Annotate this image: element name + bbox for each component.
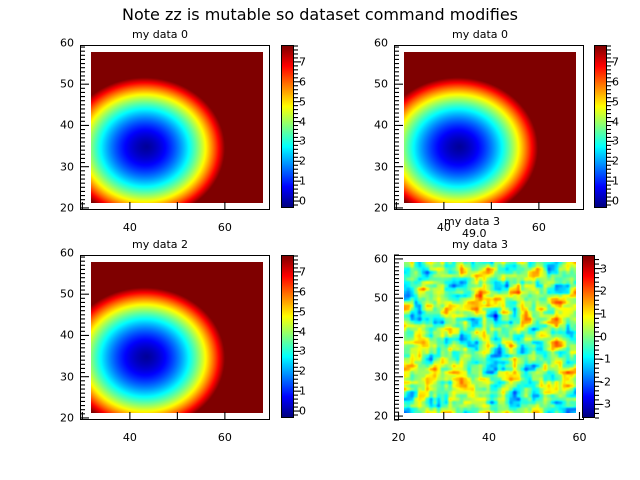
heatmap-image-top-left <box>91 52 263 203</box>
colorbar-tick-label: 2 <box>600 284 607 298</box>
colorbar-tick-label: 3 <box>299 344 306 358</box>
colorbar-tick-label: 1 <box>612 174 619 188</box>
colorbar-tick-label: 2 <box>612 154 619 168</box>
y-tick-label: 60 <box>60 246 74 260</box>
heatmap-image-bottom-left <box>91 262 263 413</box>
x-tick-label: 20 <box>391 431 406 444</box>
y-tick-label: 20 <box>60 201 74 215</box>
x-tick-label: 40 <box>482 431 496 444</box>
x-tick-label: 40 <box>122 431 137 444</box>
y-tick-label: 40 <box>374 118 388 132</box>
colorbar-tick-label: 3 <box>299 134 306 148</box>
colorbar-tick-label: 4 <box>612 115 619 129</box>
subplot-title-bottom-right: my data 3 <box>452 238 508 251</box>
colorbar-tick-label: 7 <box>299 265 306 279</box>
y-tick-label: 50 <box>60 287 74 301</box>
x-tick-label: 60 <box>531 221 546 234</box>
y-tick-label: 20 <box>374 409 388 423</box>
colorbar-tick-label: 0 <box>600 330 607 343</box>
y-tick-label: 30 <box>60 160 74 174</box>
y-tick-label: 20 <box>374 201 388 215</box>
colorbar-tick-label: 7 <box>299 55 306 69</box>
colorbar-tick-label: -1 <box>600 352 611 366</box>
y-tick-label: 60 <box>374 36 388 50</box>
y-tick-label: 30 <box>374 370 388 384</box>
colorbar-tick-label: 1 <box>600 307 607 321</box>
colorbar-tick-label: 3 <box>600 262 607 276</box>
colorbar-bottom-right <box>582 255 595 418</box>
colorbar-tick-label: 3 <box>612 134 619 148</box>
heatmap-image-top-right <box>404 52 576 203</box>
overlapping-title-label: my data 3 <box>444 215 500 228</box>
heatmap-image-bottom-right <box>404 262 576 413</box>
y-tick-label: 50 <box>374 291 388 305</box>
colorbar-tick-label: -2 <box>600 375 611 389</box>
y-tick-label: 30 <box>60 370 74 384</box>
colorbar-tick-label: 6 <box>612 75 619 89</box>
y-tick-label: 30 <box>374 160 388 174</box>
colorbar-tick-label: 2 <box>299 364 306 378</box>
figure-title: Note zz is mutable so dataset command mo… <box>121 5 518 24</box>
colorbar-tick-label: 0 <box>612 194 619 208</box>
y-tick-label: 50 <box>374 77 388 91</box>
subplot-title-top-left: my data 0 <box>132 28 188 41</box>
x-tick-label: 40 <box>436 221 451 234</box>
colorbar-tick-label: 6 <box>299 285 306 299</box>
colorbar-tick-label: 5 <box>299 95 306 109</box>
x-tick-label: 60 <box>217 221 232 234</box>
subplot-title-top-right: my data 0 <box>452 28 508 41</box>
x-tick-label: 60 <box>217 431 232 444</box>
x-tick-label: 60 <box>572 431 587 444</box>
colorbar-tick-label: 1 <box>299 174 306 188</box>
colorbar-bottom-left <box>281 255 294 418</box>
subplot-title-bottom-left: my data 2 <box>132 238 188 251</box>
colorbar-tick-label: 0 <box>299 194 306 208</box>
y-tick-label: 40 <box>60 328 74 342</box>
colorbar-tick-label: 0 <box>299 404 306 418</box>
colorbar-tick-label: -3 <box>600 397 611 411</box>
colorbar-tick-label: 5 <box>612 95 619 109</box>
colorbar-tick-label: 2 <box>299 154 306 168</box>
x-tick-label: 40 <box>122 221 137 234</box>
colorbar-tick-label: 7 <box>612 55 619 69</box>
y-tick-label: 60 <box>374 252 388 266</box>
overlapping-subtitle-label: 49.0 <box>462 227 487 240</box>
colorbar-tick-label: 1 <box>299 384 306 398</box>
colorbar-top-right <box>594 45 607 208</box>
colorbar-top-left <box>281 45 294 208</box>
y-tick-label: 40 <box>374 331 388 344</box>
colorbar-tick-label: 6 <box>299 75 306 89</box>
y-tick-label: 60 <box>60 36 74 50</box>
colorbar-tick-label: 4 <box>299 325 306 339</box>
y-tick-label: 20 <box>60 411 74 425</box>
colorbar-tick-label: 5 <box>299 305 306 319</box>
colorbar-tick-label: 4 <box>299 115 306 129</box>
y-tick-label: 50 <box>60 77 74 91</box>
y-tick-label: 40 <box>60 118 74 132</box>
